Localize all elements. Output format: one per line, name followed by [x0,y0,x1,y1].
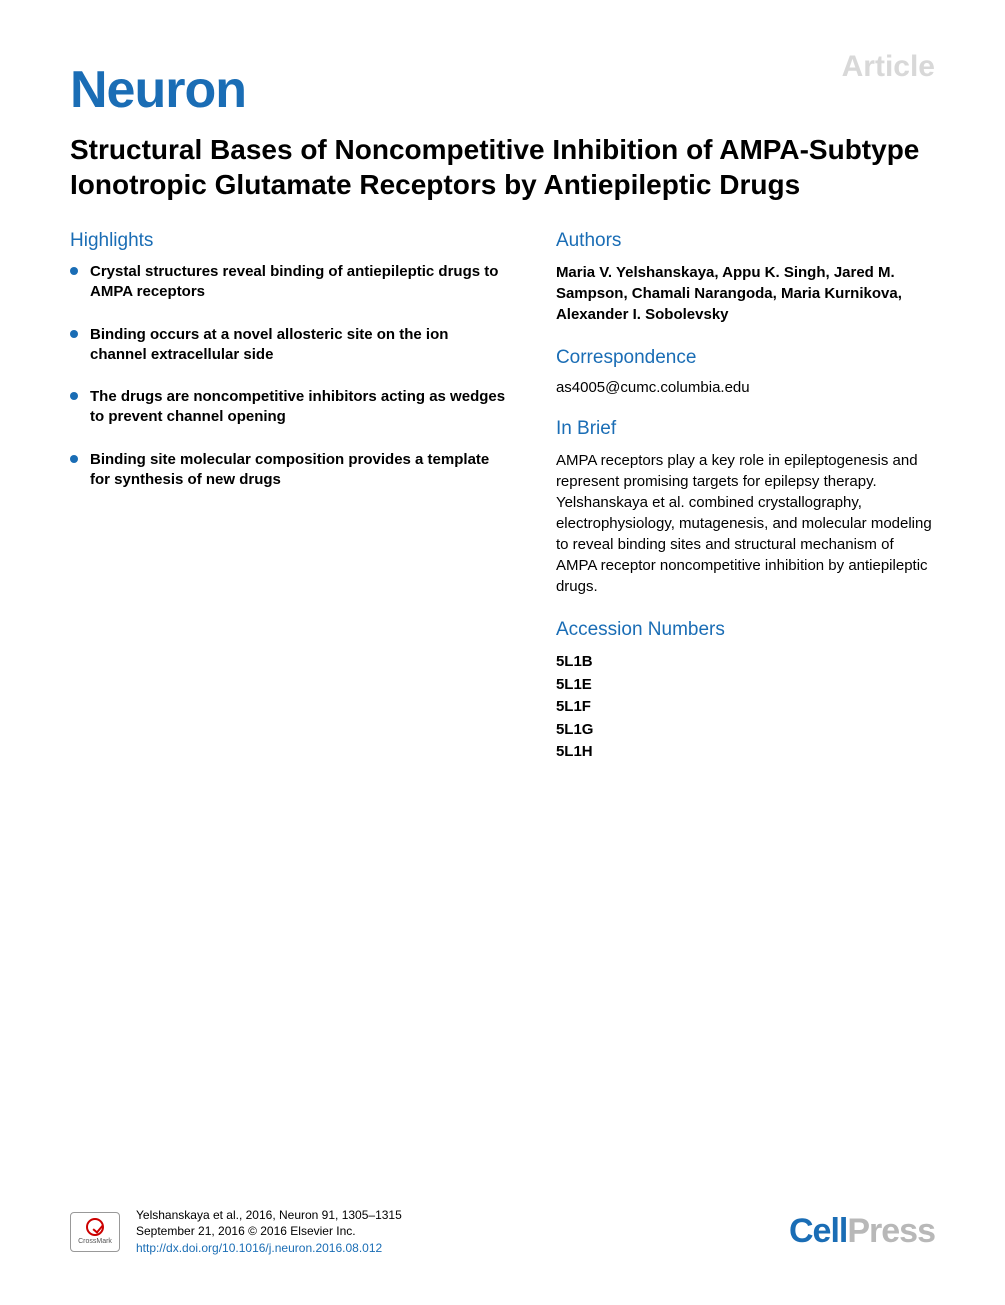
article-title: Structural Bases of Noncompetitive Inhib… [70,132,935,202]
accession-item: 5L1F [556,696,935,719]
citation-line: Yelshanskaya et al., 2016, Neuron 91, 13… [136,1207,402,1224]
journal-logo: Neuron [70,60,935,120]
citation-text: September 21, 2016 © 2016 Elsevier Inc. [136,1224,356,1238]
in-brief-text: AMPA receptors play a key role in epilep… [556,450,935,597]
highlight-text: Crystal structures reveal binding of ant… [90,262,506,303]
accession-item: 5L1E [556,674,935,697]
highlights-heading: Highlights [70,230,506,252]
highlight-text: The drugs are noncompetitive inhibitors … [90,387,506,428]
correspondence-heading: Correspondence [556,347,935,369]
highlight-text: Binding site molecular composition provi… [90,450,506,491]
right-column: Authors Maria V. Yelshanskaya, Appu K. S… [556,230,935,764]
highlight-item: The drugs are noncompetitive inhibitors … [70,387,506,428]
accession-list: 5L1B 5L1E 5L1F 5L1G 5L1H [556,651,935,764]
cellpress-press: Press [847,1212,935,1250]
accession-heading: Accession Numbers [556,619,935,641]
highlight-item: Binding occurs at a novel allosteric sit… [70,325,506,366]
crossmark-badge[interactable]: CrossMark [70,1212,120,1252]
crossmark-icon [86,1218,104,1236]
citation-text: Yelshanskaya et al., 2016, Neuron 91, 13… [136,1208,402,1222]
citation-line: September 21, 2016 © 2016 Elsevier Inc. [136,1223,402,1240]
cellpress-cell: Cell [789,1212,847,1250]
in-brief-heading: In Brief [556,418,935,440]
highlights-list: Crystal structures reveal binding of ant… [70,262,506,490]
authors-heading: Authors [556,230,935,252]
footer: CrossMark Yelshanskaya et al., 2016, Neu… [70,1207,935,1257]
accession-item: 5L1H [556,741,935,764]
authors-list: Maria V. Yelshanskaya, Appu K. Singh, Ja… [556,262,935,325]
correspondence-email[interactable]: as4005@cumc.columbia.edu [556,379,935,396]
crossmark-label: CrossMark [78,1238,112,1245]
doi-link[interactable]: http://dx.doi.org/10.1016/j.neuron.2016.… [136,1240,402,1257]
accession-item: 5L1B [556,651,935,674]
highlight-item: Crystal structures reveal binding of ant… [70,262,506,303]
cellpress-logo: CellPress [789,1212,935,1251]
accession-item: 5L1G [556,719,935,742]
highlight-text: Binding occurs at a novel allosteric sit… [90,325,506,366]
content-columns: Highlights Crystal structures reveal bin… [70,230,935,764]
footer-left: CrossMark Yelshanskaya et al., 2016, Neu… [70,1207,402,1257]
bullet-icon [70,330,78,338]
bullet-icon [70,392,78,400]
bullet-icon [70,267,78,275]
citation-block: Yelshanskaya et al., 2016, Neuron 91, 13… [136,1207,402,1257]
article-type-label: Article [842,50,935,84]
left-column: Highlights Crystal structures reveal bin… [70,230,506,764]
bullet-icon [70,455,78,463]
highlight-item: Binding site molecular composition provi… [70,450,506,491]
